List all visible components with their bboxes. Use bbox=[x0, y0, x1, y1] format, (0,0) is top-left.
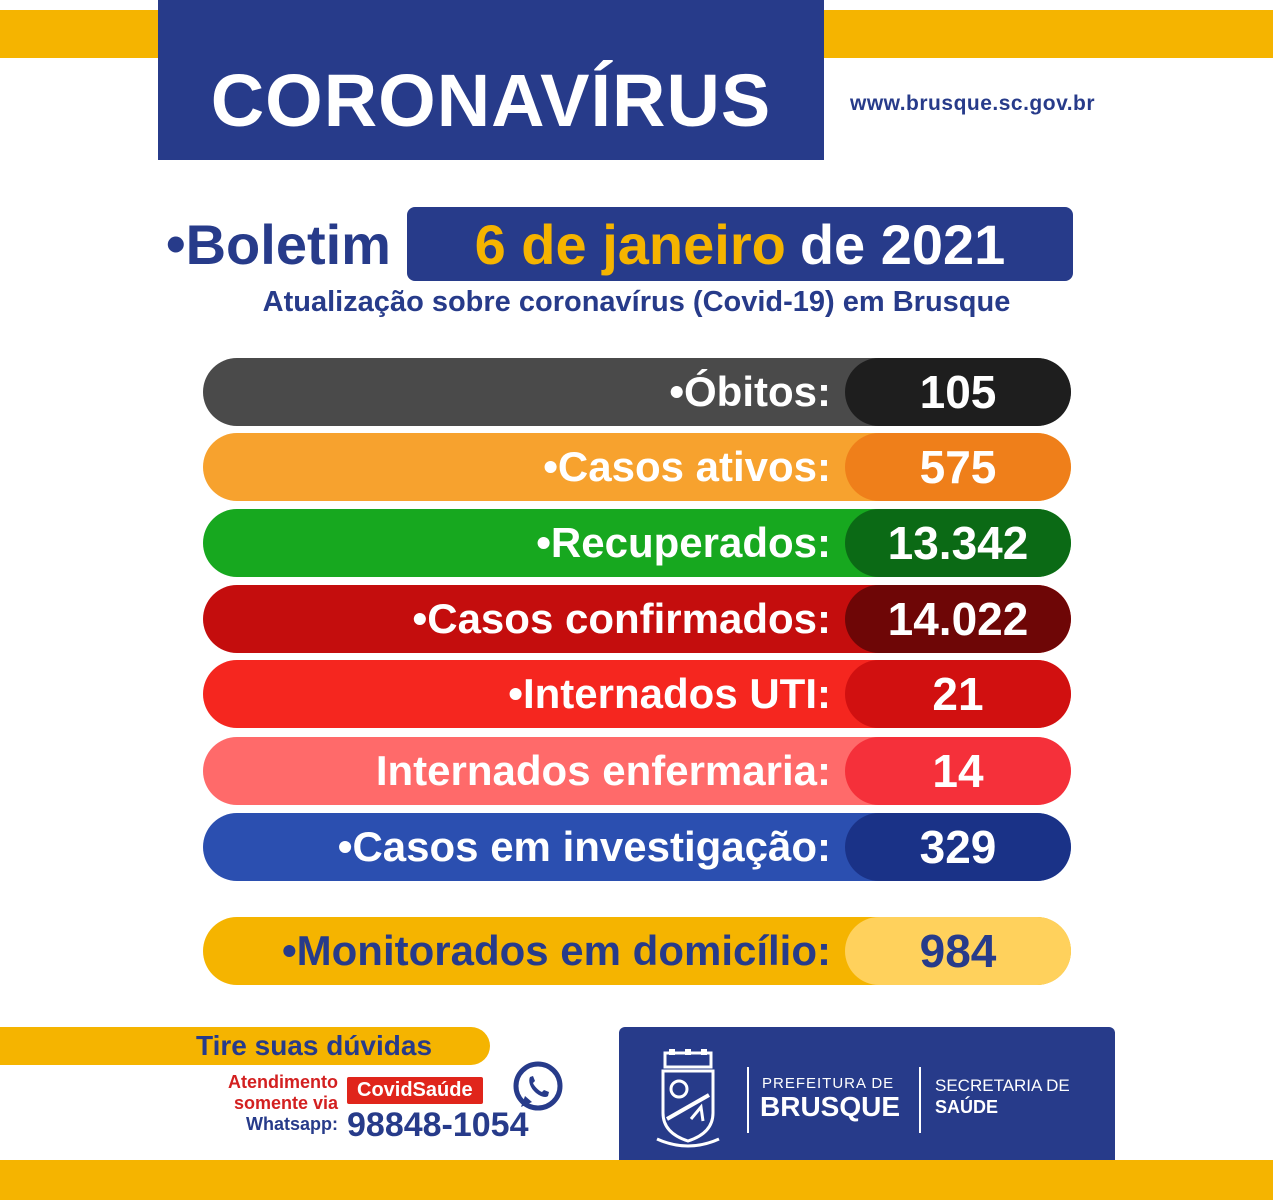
stat-value: 329 bbox=[845, 813, 1071, 881]
date-year: de 2021 bbox=[799, 212, 1006, 276]
stat-value: 14.022 bbox=[845, 585, 1071, 653]
prefeitura-logo-box: PREFEITURA DE BRUSQUE SECRETARIA DE SAÚD… bbox=[619, 1027, 1115, 1172]
phone-number[interactable]: 98848-1054 bbox=[347, 1106, 529, 1144]
city-crest-icon bbox=[656, 1049, 720, 1148]
faq-tab bbox=[0, 1027, 490, 1065]
stat-value: 575 bbox=[845, 433, 1071, 501]
saude-label: SAÚDE bbox=[935, 1097, 999, 1117]
attendance-line-3: Whatsapp: bbox=[246, 1114, 338, 1134]
city-name: BRUSQUE bbox=[760, 1091, 901, 1122]
bulletin-label: Boletim bbox=[185, 212, 391, 276]
logo-divider bbox=[747, 1067, 749, 1133]
whatsapp-icon[interactable] bbox=[512, 1060, 564, 1112]
stat-label: •Recuperados: bbox=[536, 519, 831, 566]
prefeitura-label: PREFEITURA DE bbox=[762, 1075, 895, 1092]
covidsaude-badge: CovidSaúde bbox=[347, 1077, 483, 1104]
stat-label: •Casos em investigação: bbox=[337, 823, 831, 870]
attendance-line-2: somente via bbox=[233, 1093, 338, 1113]
stat-row-casos-investigacao: •Casos em investigação: 329 bbox=[203, 813, 1071, 881]
stat-label: •Casos ativos: bbox=[543, 443, 831, 490]
stat-value: 13.342 bbox=[845, 509, 1071, 577]
logo-divider bbox=[919, 1067, 921, 1133]
stat-label: •Monitorados em domicílio: bbox=[281, 927, 831, 974]
stat-label: Internados enfermaria: bbox=[375, 747, 831, 794]
stat-value: 984 bbox=[845, 917, 1071, 985]
stat-row-casos-ativos: •Casos ativos: 575 bbox=[203, 433, 1071, 501]
stat-row-obitos: •Óbitos: 105 bbox=[203, 358, 1071, 426]
stat-row-monitorados-domicilio: •Monitorados em domicílio: 984 bbox=[203, 917, 1071, 985]
page-title: CORONAVÍRUS bbox=[210, 58, 772, 142]
stat-label: •Casos confirmados: bbox=[412, 595, 831, 642]
stat-value: 105 bbox=[845, 358, 1071, 426]
bottom-stripe bbox=[0, 1160, 1273, 1200]
secretaria-label: SECRETARIA DE bbox=[935, 1076, 1070, 1095]
site-url[interactable]: www.brusque.sc.gov.br bbox=[850, 92, 1096, 115]
stat-label: •Óbitos: bbox=[669, 368, 831, 415]
stat-value: 14 bbox=[845, 737, 1071, 805]
stat-row-internados-enfermaria: Internados enfermaria: 14 bbox=[203, 737, 1071, 805]
attendance-text: Atendimento somente via Whatsapp: bbox=[198, 1072, 338, 1135]
bullet-dot: • bbox=[166, 212, 186, 275]
stat-row-recuperados: •Recuperados: 13.342 bbox=[203, 509, 1071, 577]
date-highlight: 6 de janeiro bbox=[474, 212, 786, 276]
stat-row-casos-confirmados: •Casos confirmados: 14.022 bbox=[203, 585, 1071, 653]
header-banner: CORONAVÍRUS bbox=[158, 0, 824, 160]
stat-value: 21 bbox=[845, 660, 1071, 728]
faq-text: Tire suas dúvidas bbox=[196, 1030, 433, 1061]
stat-row-internados-uti: •Internados UTI: 21 bbox=[203, 660, 1071, 728]
bulletin-heading: • Boletim 6 de janeiro de 2021 bbox=[166, 207, 1073, 281]
subtitle: Atualização sobre coronavírus (Covid-19)… bbox=[262, 286, 1011, 318]
stat-label: •Internados UTI: bbox=[508, 670, 831, 717]
attendance-line-1: Atendimento bbox=[228, 1072, 338, 1092]
date-box: 6 de janeiro de 2021 bbox=[406, 207, 1073, 281]
